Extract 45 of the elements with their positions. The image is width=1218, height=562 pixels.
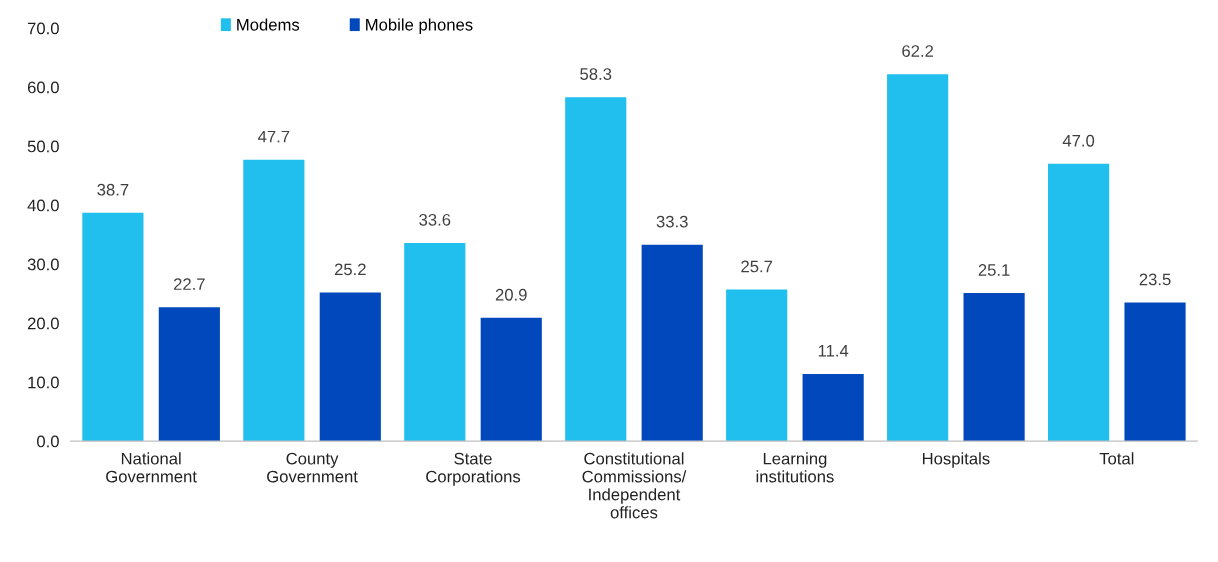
- data-label: 25.7: [741, 260, 773, 273]
- data-label: 58.3: [580, 68, 612, 80]
- x-tick-label: Constitutional Commissions/ Independent offices: [582, 452, 687, 519]
- data-label: 20.9: [495, 288, 527, 301]
- x-tick-label: National Government: [106, 452, 197, 483]
- data-label: 25.2: [334, 263, 366, 276]
- y-tick-label: 20.0: [27, 317, 59, 330]
- data-label: 38.7: [97, 183, 129, 196]
- x-tick-label: State Corporations: [426, 452, 521, 486]
- y-tick-label: 70.0: [27, 22, 59, 35]
- y-tick-label: 60.0: [27, 81, 59, 94]
- data-label: 33.6: [419, 213, 451, 226]
- bar: [726, 289, 788, 442]
- bar: [802, 373, 864, 442]
- bar: [480, 317, 542, 442]
- data-label: 47.7: [258, 130, 290, 143]
- x-tick-label: Total: [1099, 452, 1134, 465]
- y-tick-label: 50.0: [27, 140, 59, 153]
- data-label: 62.2: [902, 45, 934, 57]
- bar: [963, 293, 1025, 442]
- x-tick-label: County Government: [267, 452, 358, 483]
- bar: [158, 307, 220, 442]
- bar: [243, 159, 305, 442]
- bar: [82, 212, 144, 442]
- bar: [1048, 163, 1110, 442]
- data-label: 33.3: [656, 215, 688, 228]
- bar: [1124, 302, 1186, 442]
- bar: [565, 97, 627, 442]
- bar: [887, 74, 949, 442]
- bar: [641, 244, 703, 442]
- legend-label: Modems: [237, 18, 300, 31]
- x-tick-label: Hospitals: [922, 452, 990, 468]
- data-label: 23.5: [1139, 273, 1171, 286]
- legend-label: Mobile phones: [366, 18, 473, 34]
- y-tick-label: 40.0: [27, 199, 59, 212]
- y-tick-label: 10.0: [28, 376, 59, 389]
- bar: [404, 242, 466, 442]
- data-label: 25.1: [978, 264, 1010, 276]
- data-label: 22.7: [173, 278, 205, 290]
- y-tick-label: 0.0: [37, 435, 59, 448]
- data-label: 11.4: [818, 345, 849, 357]
- x-tick-label: Learning institutions: [756, 452, 834, 483]
- bar: [319, 292, 381, 442]
- y-tick-label: 30.0: [27, 258, 59, 271]
- data-label: 47.0: [1062, 134, 1095, 147]
